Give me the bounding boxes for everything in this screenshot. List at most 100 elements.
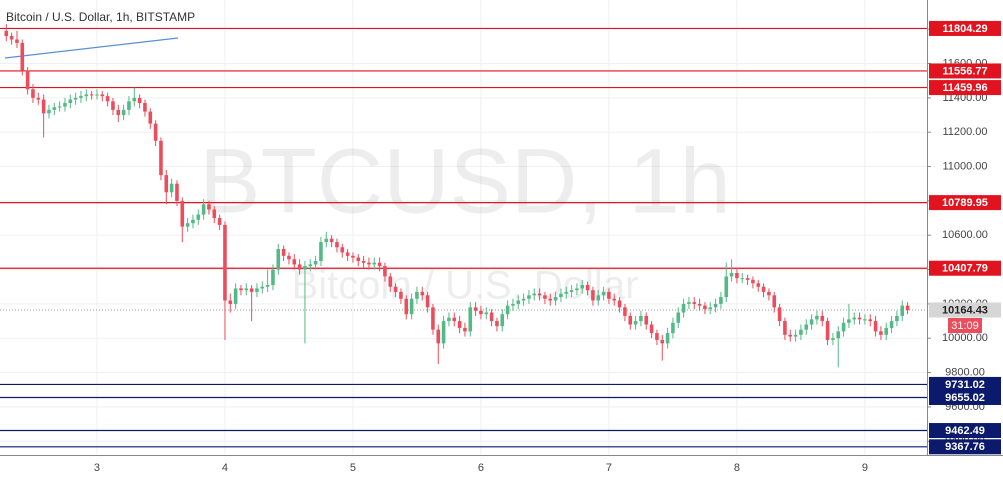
candle-body xyxy=(420,291,425,296)
candle-body xyxy=(276,248,281,270)
candle-body xyxy=(521,298,526,301)
candle-body xyxy=(175,183,179,201)
candle-body xyxy=(223,224,227,301)
candle-body xyxy=(559,293,563,298)
candle-body xyxy=(361,260,366,263)
candle-body xyxy=(36,97,41,100)
candle-body xyxy=(313,260,318,265)
candle-body xyxy=(436,329,441,344)
level-label-box xyxy=(929,260,1001,276)
candle-body xyxy=(201,204,206,215)
candle-body xyxy=(655,333,659,340)
candle-body xyxy=(164,175,169,193)
candle-body xyxy=(207,204,211,210)
candle-body xyxy=(73,97,78,100)
candle-body xyxy=(841,322,846,332)
candle-body xyxy=(180,200,185,227)
candle-body xyxy=(836,331,841,339)
candle-body xyxy=(772,295,777,308)
candle-body xyxy=(191,219,195,224)
candle-body xyxy=(473,307,478,311)
candle-body xyxy=(447,317,451,322)
level-label-box xyxy=(929,439,1001,455)
candle-body xyxy=(628,315,633,325)
candle-body xyxy=(751,279,755,284)
candle-body xyxy=(607,291,611,299)
candle-body xyxy=(639,315,643,322)
candle-body xyxy=(676,312,681,323)
candle-body xyxy=(372,262,377,265)
candle-body xyxy=(553,297,558,301)
candle-body xyxy=(137,97,142,104)
candle-body xyxy=(708,307,713,310)
candle-body xyxy=(863,319,867,321)
candle-body xyxy=(84,94,89,97)
y-tick-label: 10600.00 xyxy=(942,229,988,241)
candle-body xyxy=(703,305,707,310)
candle-body xyxy=(500,314,505,327)
x-tick-label: 9 xyxy=(862,462,868,474)
trend-line xyxy=(4,37,179,59)
candle-body xyxy=(20,42,25,71)
level-label: 9462.49 xyxy=(945,425,985,437)
candle-body xyxy=(297,264,302,270)
level-label: 11804.29 xyxy=(942,23,987,35)
x-tick-label: 8 xyxy=(734,462,740,474)
candle-body xyxy=(484,312,489,315)
candle-body xyxy=(287,255,291,260)
level-label: 11459.96 xyxy=(942,82,987,94)
candle-body xyxy=(623,307,627,316)
candle-body xyxy=(585,285,590,291)
candle-body xyxy=(41,99,46,114)
candle-body xyxy=(799,329,803,335)
candle-body xyxy=(719,297,723,304)
candle-body xyxy=(281,248,286,256)
candle-body xyxy=(292,259,297,265)
candle-body xyxy=(671,322,675,334)
candle-body xyxy=(79,96,83,98)
candle-body xyxy=(591,290,595,301)
candle-body xyxy=(575,288,579,291)
candle-body xyxy=(532,293,537,296)
candle-body xyxy=(468,307,473,332)
candle-body xyxy=(724,276,729,298)
candle-body xyxy=(713,303,718,308)
candle-body xyxy=(217,218,222,225)
candle-body xyxy=(319,242,323,261)
candle-body xyxy=(409,298,414,315)
watermark: BTCUSD, 1h xyxy=(199,130,731,232)
candle-body xyxy=(745,278,750,280)
candle-body xyxy=(457,321,462,328)
candle-body xyxy=(537,293,542,296)
candle-body xyxy=(495,321,499,327)
candle-body xyxy=(516,300,521,304)
candle-body xyxy=(788,334,793,337)
candle-body xyxy=(111,101,115,110)
candle-body xyxy=(52,107,57,110)
candle-body xyxy=(265,285,270,287)
x-tick-label: 3 xyxy=(94,462,100,474)
chart-title: Bitcoin / U.S. Dollar, 1h, BITSTAMP xyxy=(6,10,195,24)
level-label-box xyxy=(929,423,1001,439)
candle-body xyxy=(377,262,382,267)
candle-body xyxy=(244,288,249,291)
candle-body xyxy=(185,223,190,227)
candle-body xyxy=(527,295,531,299)
last-price-label: 10164.43 xyxy=(942,304,988,316)
candle-body xyxy=(415,291,419,299)
candle-body xyxy=(463,327,467,332)
candle-body xyxy=(425,295,430,308)
level-label-box xyxy=(929,63,1001,79)
candle-body xyxy=(729,273,734,277)
candle-body xyxy=(857,317,862,320)
candle-body xyxy=(809,319,814,325)
candle-body xyxy=(825,321,830,340)
candle-body xyxy=(367,262,371,265)
candle-body xyxy=(329,238,334,243)
candle-body xyxy=(228,300,233,304)
candle-body xyxy=(612,298,617,301)
candle-body xyxy=(697,303,702,306)
candle-body xyxy=(68,99,73,104)
candle-body xyxy=(233,288,238,304)
